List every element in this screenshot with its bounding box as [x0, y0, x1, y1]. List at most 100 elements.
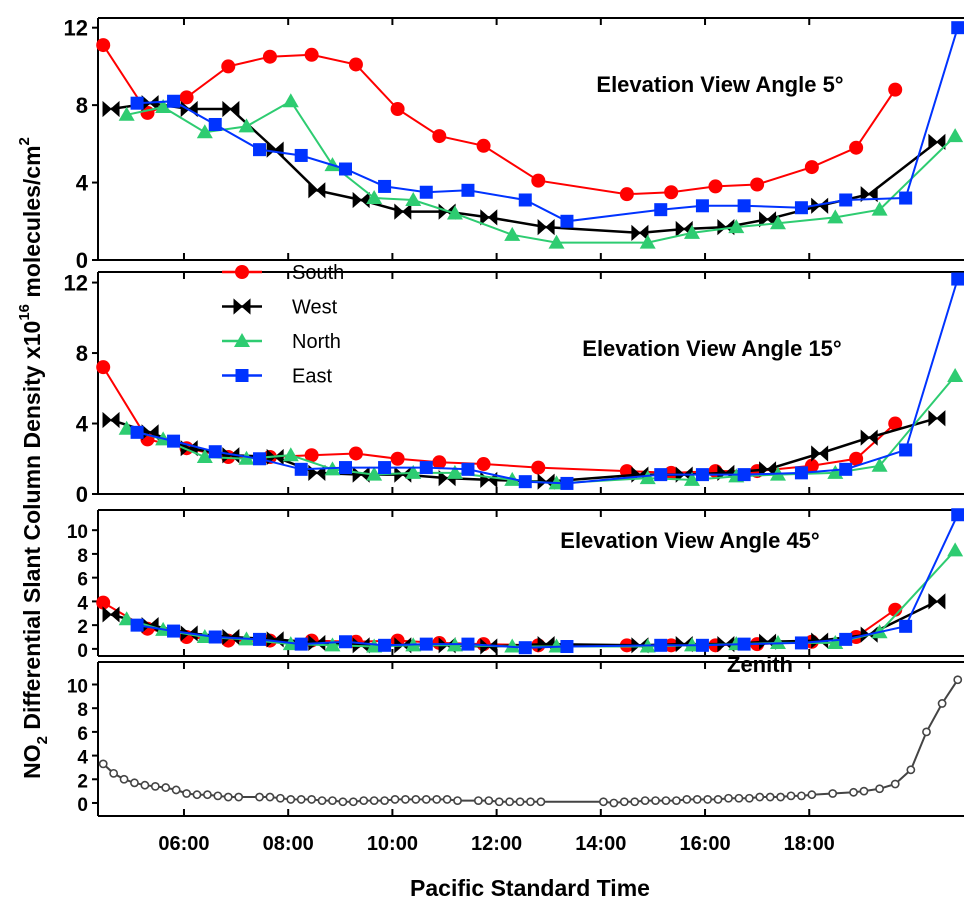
data-point — [839, 632, 853, 646]
data-point — [755, 792, 765, 802]
data-point — [871, 201, 888, 216]
data-point — [654, 468, 668, 482]
data-point — [432, 795, 442, 804]
data-point — [661, 796, 671, 805]
data-point — [96, 360, 111, 375]
data-point — [724, 793, 733, 803]
data-point — [378, 461, 392, 475]
data-point — [171, 785, 181, 795]
data-point — [96, 595, 111, 610]
data-point — [461, 183, 475, 197]
y-tick-label: 4 — [76, 412, 89, 437]
series-line — [137, 27, 959, 223]
data-point — [419, 185, 433, 199]
data-point — [253, 632, 267, 646]
data-point — [599, 797, 608, 807]
data-point — [797, 791, 806, 801]
y-axis-label-part: 16 — [16, 304, 33, 321]
data-point — [531, 173, 546, 188]
y-tick-label: 8 — [76, 93, 88, 118]
data-point — [737, 637, 751, 651]
data-point — [888, 82, 903, 97]
data-point — [208, 630, 222, 644]
data-point — [794, 201, 808, 215]
data-point — [294, 462, 308, 476]
data-point — [338, 797, 348, 807]
y-tick-label: 4 — [77, 748, 88, 769]
data-point — [899, 191, 913, 205]
data-point — [161, 783, 171, 792]
data-point — [560, 640, 574, 654]
data-point — [366, 466, 383, 481]
data-point — [922, 727, 931, 737]
data-point — [179, 90, 194, 105]
data-point — [98, 759, 108, 769]
data-point — [348, 446, 363, 461]
data-point — [192, 790, 202, 800]
data-point — [339, 461, 353, 475]
data-point — [401, 795, 410, 804]
data-point — [518, 641, 532, 655]
data-point — [695, 638, 709, 652]
data-point — [875, 784, 884, 794]
data-point — [651, 796, 660, 805]
legend-marker — [235, 369, 249, 382]
data-point — [380, 796, 389, 805]
y-tick-label: 0 — [76, 248, 88, 273]
data-point — [118, 106, 135, 121]
data-point — [860, 429, 878, 446]
y-axis-label: NO2 Differential Slant Column Density x1… — [16, 137, 51, 779]
data-point — [654, 638, 668, 652]
data-point — [253, 452, 267, 466]
data-point — [275, 793, 285, 803]
y-axis-label-part: molecules/cm — [19, 145, 45, 304]
legend-label: West — [292, 297, 338, 319]
data-point — [222, 100, 240, 118]
data-point — [765, 792, 775, 802]
panel-title: Elevation View Angle 5° — [596, 72, 843, 97]
data-point — [560, 214, 574, 228]
y-tick-label: 0 — [77, 795, 88, 816]
data-point — [794, 636, 808, 650]
data-point — [155, 99, 172, 114]
data-point — [167, 94, 181, 108]
data-point — [526, 797, 535, 807]
data-point — [473, 796, 483, 805]
data-point — [167, 434, 181, 448]
data-point — [378, 638, 392, 652]
data-point — [369, 796, 379, 805]
data-point — [213, 791, 223, 801]
data-point — [208, 117, 222, 131]
data-point — [266, 141, 284, 158]
x-tick-label: 14:00 — [575, 833, 626, 855]
data-point — [352, 191, 370, 209]
y-axis-label-part: NO — [19, 744, 45, 779]
data-point — [631, 224, 649, 241]
data-point — [238, 450, 255, 465]
data-point — [324, 637, 341, 652]
data-point — [953, 675, 963, 685]
data-point — [906, 765, 916, 775]
data-point — [304, 47, 319, 62]
data-point — [196, 449, 213, 463]
data-point — [96, 38, 111, 53]
data-point — [708, 179, 723, 194]
data-point — [951, 272, 964, 286]
y-tick-label: 6 — [77, 724, 88, 745]
data-point — [262, 49, 277, 64]
data-point — [536, 797, 546, 807]
data-point — [888, 416, 903, 431]
data-point — [769, 634, 786, 649]
data-point — [366, 190, 383, 205]
data-point — [419, 461, 433, 475]
data-point — [453, 796, 462, 805]
data-point — [928, 133, 946, 151]
data-point — [654, 203, 668, 217]
data-point — [794, 466, 808, 480]
data-point — [505, 797, 515, 807]
y-tick-label: 0 — [76, 482, 88, 507]
data-point — [560, 476, 574, 490]
data-point — [253, 143, 267, 157]
data-point — [639, 470, 656, 485]
data-point — [308, 182, 326, 199]
